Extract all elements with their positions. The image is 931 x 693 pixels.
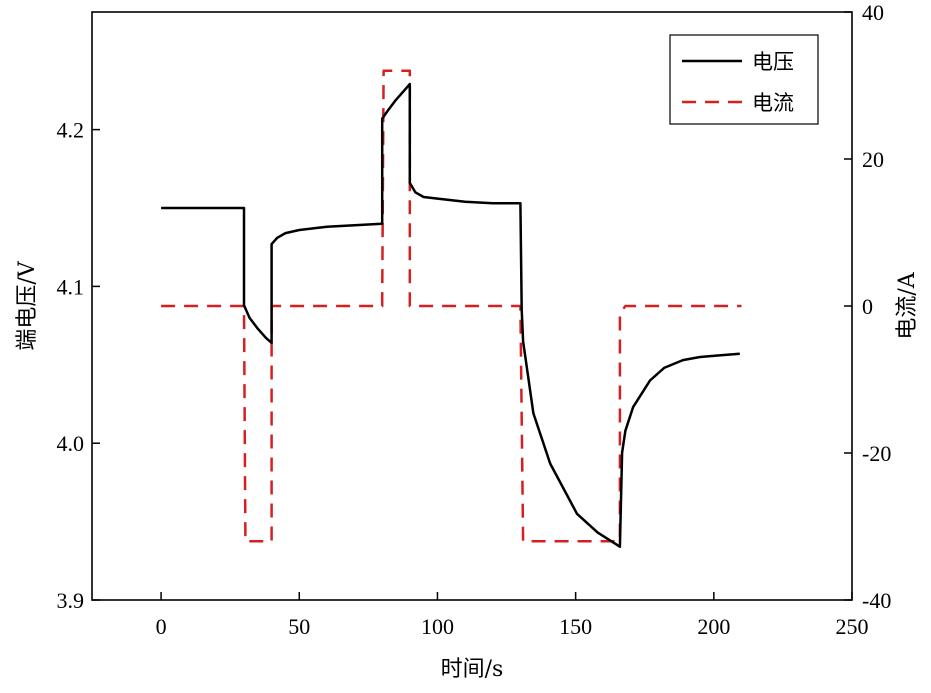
y2-tick-label: -40	[862, 588, 891, 613]
y-tick-label: 3.9	[57, 588, 85, 613]
legend-label-voltage: 电压	[752, 50, 794, 74]
y2-tick-label: 20	[862, 147, 884, 172]
series-line-voltage	[161, 82, 740, 548]
x-tick-label: 0	[156, 614, 167, 639]
series-line-current	[161, 69, 742, 543]
axes: 0 50 100 150 200 250 3.9 4.0 4.1 4.2 -40 -20 0 20 40	[57, 0, 892, 639]
y2-tick-label: -20	[862, 441, 891, 466]
x-tick-label: 250	[836, 614, 869, 639]
y-axis-label: 端电压/V	[15, 260, 40, 350]
x-axis-label: 时间/s	[441, 657, 504, 682]
legend-box	[669, 34, 819, 125]
x-tick-label: 50	[288, 614, 310, 639]
legend-label-current: 电流	[752, 91, 794, 115]
plot-marks	[161, 69, 742, 548]
y2-tick-label: 40	[862, 0, 884, 25]
legend: 电压 电流	[669, 34, 819, 125]
x-tick-label: 200	[697, 614, 730, 639]
y-tick-label: 4.1	[57, 274, 85, 299]
x-tick-label: 150	[559, 614, 592, 639]
y2-axis-label: 电流/A	[895, 271, 920, 339]
x-tick-label: 100	[421, 614, 454, 639]
y2-tick-label: 0	[862, 294, 873, 319]
y-tick-label: 4.2	[57, 118, 85, 143]
y-tick-label: 4.0	[57, 431, 85, 456]
